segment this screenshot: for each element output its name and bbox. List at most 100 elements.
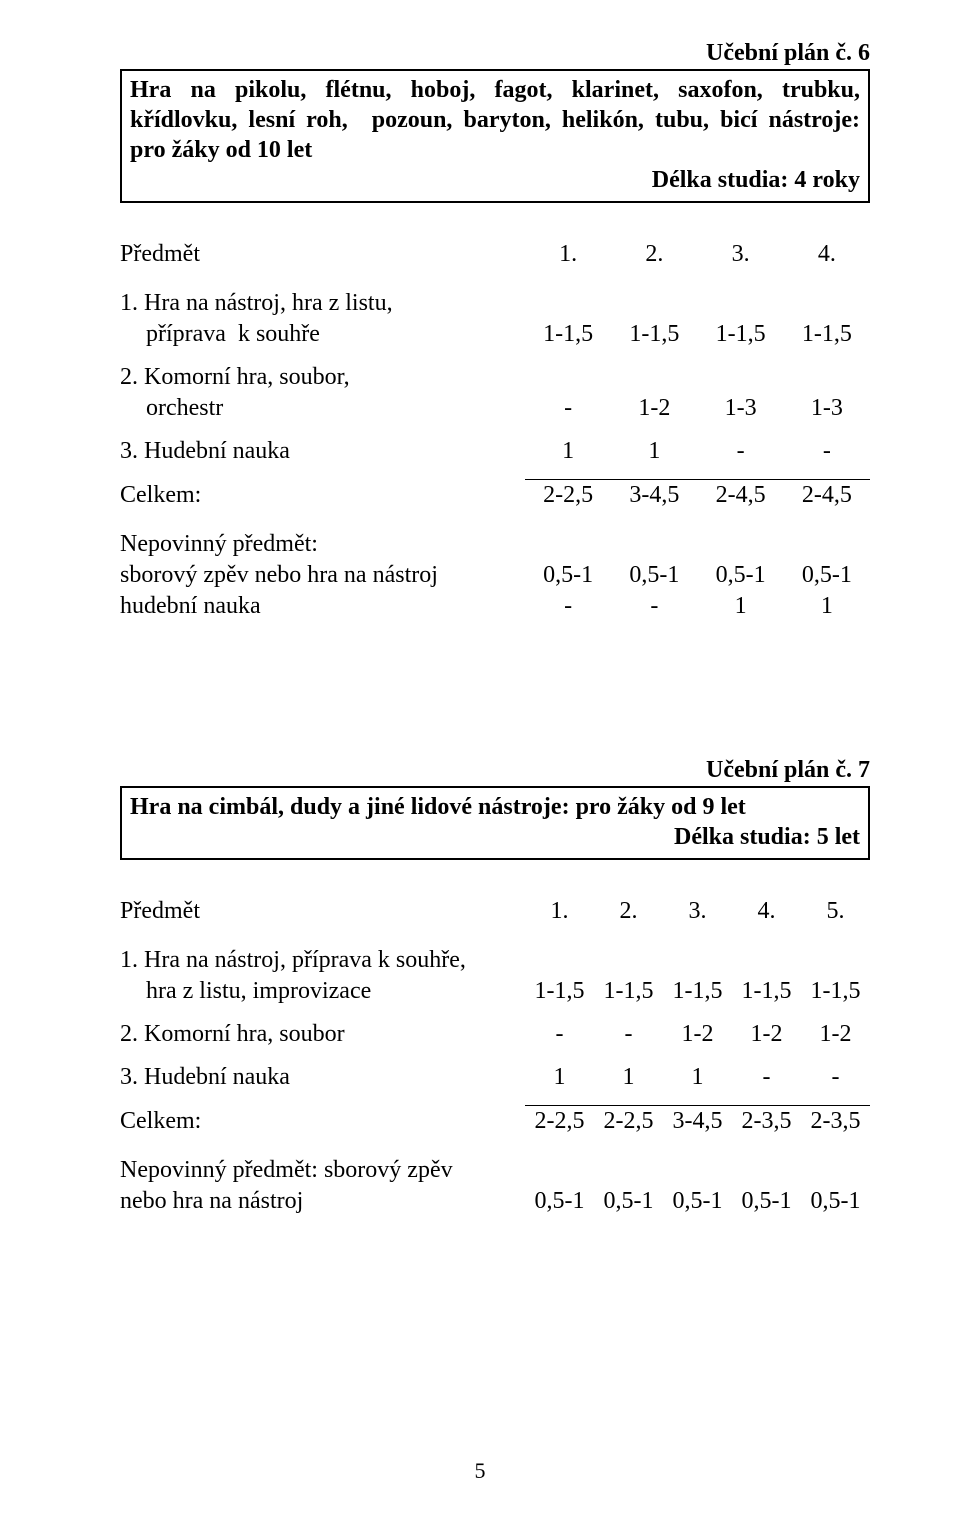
- plan6-row2-line1: 2. Komorní hra, soubor,: [120, 362, 870, 393]
- col-3: 3.: [698, 239, 784, 270]
- plan6-row1-line2: příprava k souhře 1-1,5 1-1,5 1-1,5 1-1,…: [120, 319, 870, 350]
- plan7-opt-line1: Nepovinný předmět: sborový zpěv: [120, 1155, 870, 1186]
- cell-value: 0,5-1: [801, 1186, 870, 1217]
- cell-label: Celkem:: [120, 480, 525, 512]
- cell-value: 0,5-1: [663, 1186, 732, 1217]
- col-5: 5.: [801, 896, 870, 927]
- cell-value: 0,5-1: [525, 560, 611, 591]
- plan6-title: Hra na pikolu, flétnu, hoboj, fagot, kla…: [130, 77, 860, 163]
- cell-label: Celkem:: [120, 1106, 525, 1138]
- cell-label: hra z listu, improvizace: [120, 978, 525, 1005]
- cell-value: 2-4,5: [784, 480, 870, 512]
- cell-value: -: [784, 436, 870, 467]
- cell-label: 2. Komorní hra, soubor: [120, 1019, 525, 1050]
- plan6-table: Předmět 1. 2. 3. 4. 1. Hra na nástroj, h…: [120, 239, 870, 622]
- plan6-opt-row2: hudební nauka - - 1 1: [120, 591, 870, 622]
- cell-value: 0,5-1: [594, 1186, 663, 1217]
- plan7-header-row: Předmět 1. 2. 3. 4. 5.: [120, 896, 870, 927]
- cell-label: orchestr: [120, 395, 525, 422]
- cell-value: 1: [525, 1062, 594, 1093]
- plan7-total-row: Celkem: 2-2,5 2-2,5 3-4,5 2-3,5 2-3,5: [120, 1106, 870, 1138]
- plan6-row1-line1: 1. Hra na nástroj, hra z listu,: [120, 288, 870, 319]
- cell-label: 1. Hra na nástroj, hra z listu,: [120, 288, 525, 319]
- cell-label: 1. Hra na nástroj, příprava k souhře,: [120, 945, 525, 976]
- page: Učební plán č. 6 Hra na pikolu, flétnu, …: [0, 0, 960, 1524]
- cell-value: 3-4,5: [663, 1106, 732, 1138]
- col-subject: Předmět: [120, 239, 525, 270]
- cell-value: -: [732, 1062, 801, 1093]
- cell-label: příprava k souhře: [120, 321, 525, 348]
- cell-value: -: [525, 591, 611, 622]
- plan7-number: Učební plán č. 7: [120, 757, 870, 784]
- plan6-row2-line2: orchestr - 1-2 1-3 1-3: [120, 393, 870, 424]
- cell-value: -: [525, 1019, 594, 1050]
- plan7-title-box: Hra na cimbál, dudy a jiné lidové nástro…: [120, 786, 870, 860]
- cell-value: 0,5-1: [525, 1186, 594, 1217]
- plan7-row3: 3. Hudební nauka 1 1 1 - -: [120, 1062, 870, 1093]
- cell-value: 1-2: [801, 1019, 870, 1050]
- cell-value: -: [594, 1019, 663, 1050]
- plan6-opt-row1: sborový zpěv nebo hra na nástroj 0,5-1 0…: [120, 560, 870, 591]
- cell-value: 1-1,5: [663, 976, 732, 1007]
- cell-value: 2-2,5: [525, 1106, 594, 1138]
- cell-value: 2-2,5: [525, 480, 611, 512]
- cell-label: 2. Komorní hra, soubor,: [120, 362, 525, 393]
- cell-value: 1-1,5: [525, 976, 594, 1007]
- col-4: 4.: [784, 239, 870, 270]
- cell-value: 1: [525, 436, 611, 467]
- cell-value: 1: [594, 1062, 663, 1093]
- cell-value: 2-3,5: [801, 1106, 870, 1138]
- cell-value: 1-1,5: [594, 976, 663, 1007]
- plan6-number: Učební plán č. 6: [120, 40, 870, 67]
- cell-value: 1-1,5: [698, 319, 784, 350]
- cell-value: 1-1,5: [525, 319, 611, 350]
- cell-value: 2-3,5: [732, 1106, 801, 1138]
- plan6-header-row: Předmět 1. 2. 3. 4.: [120, 239, 870, 270]
- cell-value: 1-3: [784, 393, 870, 424]
- cell-label: Nepovinný předmět: sborový zpěv: [120, 1155, 525, 1186]
- cell-label: sborový zpěv nebo hra na nástroj: [120, 560, 525, 591]
- col-2: 2.: [594, 896, 663, 927]
- cell-value: 1: [784, 591, 870, 622]
- cell-value: 3-4,5: [611, 480, 697, 512]
- cell-label: 3. Hudební nauka: [120, 1062, 525, 1093]
- cell-value: 1-3: [698, 393, 784, 424]
- cell-value: -: [611, 591, 697, 622]
- col-subject: Předmět: [120, 896, 525, 927]
- cell-label: 3. Hudební nauka: [120, 436, 525, 467]
- plan6-row3: 3. Hudební nauka 1 1 - -: [120, 436, 870, 467]
- cell-label: hudební nauka: [120, 591, 525, 622]
- cell-label: nebo hra na nástroj: [120, 1186, 525, 1217]
- plan6-duration: Délka studia: 4 roky: [130, 165, 860, 195]
- plan7-row2: 2. Komorní hra, soubor - - 1-2 1-2 1-2: [120, 1019, 870, 1050]
- cell-value: 0,5-1: [784, 560, 870, 591]
- col-1: 1.: [525, 896, 594, 927]
- cell-value: 2-2,5: [594, 1106, 663, 1138]
- plan7-duration: Délka studia: 5 let: [130, 822, 860, 852]
- plan7-row1-line2: hra z listu, improvizace 1-1,5 1-1,5 1-1…: [120, 976, 870, 1007]
- plan6-opt-head: Nepovinný předmět:: [120, 529, 870, 560]
- cell-value: 1-1,5: [801, 976, 870, 1007]
- plan7-table: Předmět 1. 2. 3. 4. 5. 1. Hra na nástroj…: [120, 896, 870, 1217]
- plan6-title-box: Hra na pikolu, flétnu, hoboj, fagot, kla…: [120, 69, 870, 203]
- cell-value: 1-1,5: [784, 319, 870, 350]
- cell-value: 1: [663, 1062, 732, 1093]
- cell-value: 1: [611, 436, 697, 467]
- cell-value: 1-2: [611, 393, 697, 424]
- cell-label: Nepovinný předmět:: [120, 529, 525, 560]
- col-4: 4.: [732, 896, 801, 927]
- cell-value: -: [698, 436, 784, 467]
- cell-value: 1: [698, 591, 784, 622]
- cell-value: 1-1,5: [611, 319, 697, 350]
- col-1: 1.: [525, 239, 611, 270]
- plan7-row1-line1: 1. Hra na nástroj, příprava k souhře,: [120, 945, 870, 976]
- cell-value: 1-2: [663, 1019, 732, 1050]
- cell-value: 0,5-1: [698, 560, 784, 591]
- cell-value: 1-1,5: [732, 976, 801, 1007]
- col-3: 3.: [663, 896, 732, 927]
- cell-value: -: [801, 1062, 870, 1093]
- cell-value: 0,5-1: [611, 560, 697, 591]
- plan7-title: Hra na cimbál, dudy a jiné lidové nástro…: [130, 792, 860, 822]
- page-number: 5: [0, 1458, 960, 1484]
- cell-value: 0,5-1: [732, 1186, 801, 1217]
